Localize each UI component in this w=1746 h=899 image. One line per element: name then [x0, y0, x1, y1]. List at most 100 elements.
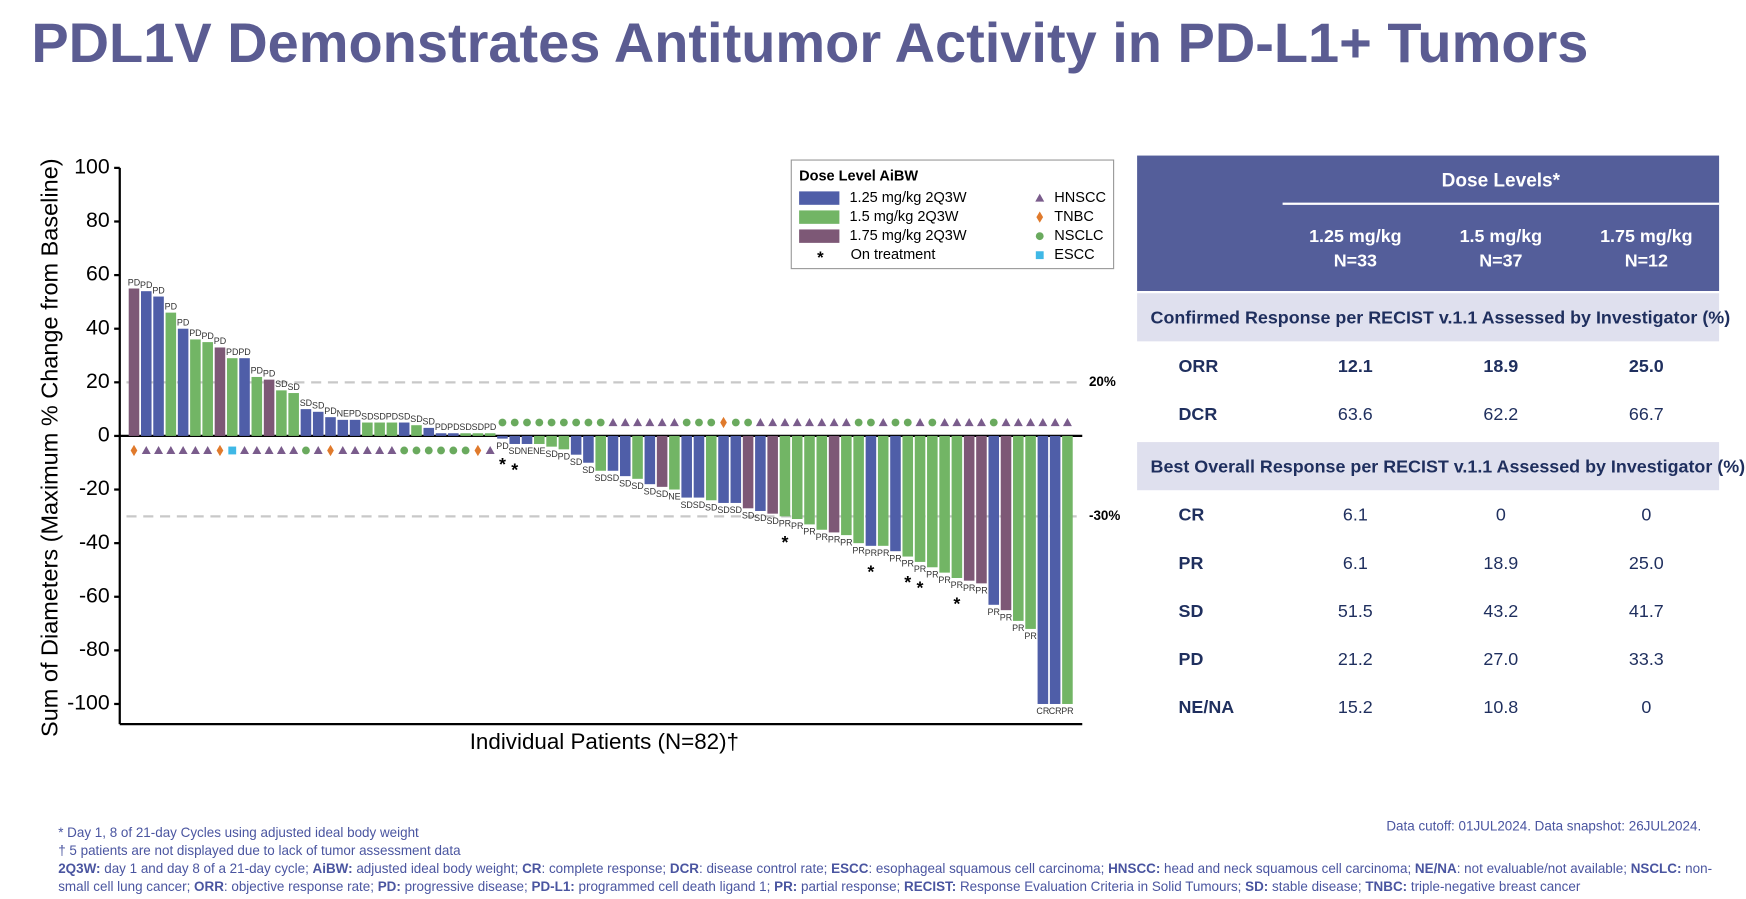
abbreviation-term: 2Q3W:: [58, 860, 101, 877]
tumor-marker: [695, 418, 703, 427]
y-tick-label: 100: [74, 154, 109, 178]
legend-label: 1.75 mg/kg 2Q3W: [849, 228, 966, 244]
y-axis-label: Sum of Diameters (Maximum % Change from …: [37, 158, 63, 737]
abbreviation-text: Response Evaluation Criteria in Solid Tu…: [956, 878, 1246, 895]
bar: [730, 435, 742, 503]
y-tick-label: -20: [79, 476, 110, 500]
table-cell: 12.1: [1338, 356, 1373, 376]
response-label: PR: [951, 580, 964, 590]
table-cell: 25.0: [1629, 553, 1664, 573]
tumor-marker: [474, 444, 482, 457]
bar: [595, 435, 606, 471]
legend-title: Dose Level AiBW: [799, 169, 918, 185]
bar: [963, 435, 975, 581]
tumor-marker: [657, 418, 667, 427]
bar: [398, 422, 410, 436]
abbreviation-text: head and neck squamous cell carcinoma;: [1160, 860, 1415, 877]
response-label: NE: [533, 446, 545, 456]
table-header-bg: [1137, 155, 1720, 291]
abbreviation-term: ESCC: [831, 860, 869, 877]
tumor-marker: [976, 418, 986, 427]
tumor-marker: [216, 444, 224, 457]
response-label: PR: [988, 607, 1001, 617]
response-label: SD: [607, 473, 620, 483]
bar: [190, 339, 201, 436]
tumor-marker: [535, 418, 544, 427]
y-tick-label: 0: [98, 423, 110, 447]
response-label: SD: [631, 481, 644, 491]
bar: [632, 435, 643, 479]
bar: [386, 422, 398, 436]
response-label: PR: [840, 537, 853, 547]
bar: [791, 435, 803, 520]
bar: [742, 435, 754, 509]
abbreviation-term: NE/NA: [1414, 860, 1457, 877]
table-cell: 18.9: [1483, 356, 1518, 376]
response-label: PD: [484, 422, 497, 432]
response-label: PR: [1061, 706, 1074, 716]
response-label: SD: [656, 489, 669, 499]
on-treatment-marker: *: [917, 578, 924, 598]
bar: [902, 435, 914, 557]
bar: [1037, 435, 1049, 704]
section-bg: [1137, 442, 1720, 491]
bar: [263, 379, 275, 436]
bar: [988, 435, 1000, 605]
response-label: SD: [361, 411, 374, 421]
legend-box: [790, 159, 1115, 270]
data-cutoff: Data cutoff: 01JUL2024. Data snapshot: 2…: [1386, 818, 1702, 834]
response-label: SD: [459, 422, 472, 432]
bar: [779, 435, 791, 517]
bar: [177, 328, 189, 436]
tumor-marker: [608, 418, 618, 427]
response-label: PR: [852, 545, 865, 555]
bar: [153, 296, 164, 436]
bar: [312, 411, 324, 436]
bar: [251, 376, 263, 436]
tumor-marker: [449, 446, 458, 455]
response-label: NE: [668, 492, 680, 502]
bar: [374, 422, 385, 436]
tumor-marker: [620, 418, 630, 427]
response-label: PD: [435, 422, 448, 432]
response-label: SD: [766, 516, 779, 526]
response-label: PD: [165, 301, 178, 311]
bar: [877, 435, 889, 546]
response-label: PR: [816, 532, 829, 542]
tumor-marker: [362, 446, 372, 455]
response-label: PD: [263, 368, 276, 378]
bar: [521, 435, 533, 444]
y-tick-label: 20: [86, 369, 110, 393]
table-cell: 51.5: [1338, 601, 1373, 621]
table-cell: 63.6: [1338, 404, 1373, 424]
bar: [276, 390, 287, 436]
abbreviation-term: CR: [522, 860, 542, 877]
response-label: PR: [963, 583, 976, 593]
bar: [349, 419, 361, 436]
abbreviation-term: DCR: [669, 860, 699, 877]
abbreviation-text: triple-negative breast cancer: [1407, 878, 1581, 895]
tumor-marker: [252, 446, 262, 455]
bar: [914, 435, 926, 562]
response-label: SD: [594, 473, 607, 483]
response-label: SD: [717, 505, 730, 515]
response-label: SD: [705, 502, 718, 512]
abbreviation-text: : not evaluable/not available;: [1456, 860, 1631, 877]
legend: Dose Level AiBW 1.25 mg/kg 2Q3W 1.5 mg/kg …: [790, 159, 1115, 270]
bar: [693, 435, 705, 498]
response-label: PR: [877, 548, 890, 558]
tumor-marker: [510, 418, 519, 427]
legend-symbol: *: [817, 248, 824, 267]
response-label: SD: [275, 379, 288, 389]
abbreviation-text: programmed cell death ligand 1;: [574, 878, 775, 895]
tumor-marker: [141, 446, 151, 455]
bar: [546, 435, 557, 447]
bar: [1062, 435, 1073, 704]
row-label: DCR: [1179, 404, 1218, 424]
bar: [841, 435, 852, 536]
bar: [656, 435, 668, 487]
bar: [927, 435, 938, 568]
abbreviation-text: non-small cell lung cancer;: [58, 860, 1713, 895]
tumor-marker: [584, 418, 593, 427]
table-cell: 66.7: [1629, 404, 1664, 424]
